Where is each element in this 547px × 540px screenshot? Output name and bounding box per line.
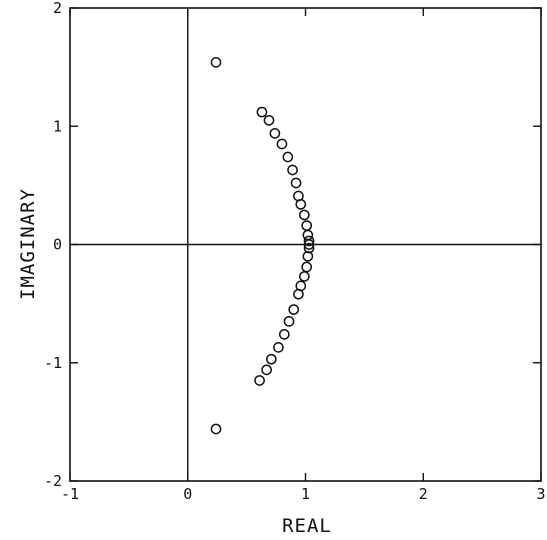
data-point	[303, 239, 315, 250]
y-axis-title: IMAGINARY	[17, 188, 39, 300]
data-point	[210, 423, 222, 435]
x-axis-title: REAL	[282, 515, 332, 537]
data-point	[302, 250, 314, 262]
data-point	[266, 353, 277, 365]
data-point	[301, 261, 313, 273]
data-point	[261, 364, 272, 376]
x-tick-label: 3	[536, 485, 545, 503]
data-point	[254, 375, 265, 386]
x-tick-label: 2	[419, 485, 428, 503]
data-point	[290, 177, 302, 189]
data-point	[288, 304, 300, 315]
data-point	[298, 209, 310, 221]
data-point	[269, 127, 281, 139]
data-point	[298, 271, 310, 282]
data-point	[278, 329, 290, 340]
data-point	[282, 151, 294, 163]
data-point	[210, 57, 222, 68]
x-tick-label: 1	[301, 485, 310, 503]
x-tick-label: -1	[61, 485, 79, 503]
data-point	[303, 242, 315, 254]
y-tick-label: -1	[44, 354, 62, 372]
data-point	[276, 138, 288, 150]
data-point	[287, 164, 298, 176]
data-point	[263, 114, 275, 126]
data-point	[303, 235, 315, 247]
y-tick-label: 0	[53, 236, 62, 254]
data-point	[293, 288, 304, 300]
y-tick-label: -2	[44, 472, 62, 490]
data-point	[256, 106, 268, 118]
data-point	[273, 342, 284, 353]
y-tick-label: 2	[53, 0, 62, 17]
x-tick-label: 0	[183, 485, 192, 503]
data-point	[283, 316, 295, 327]
y-tick-label: 1	[53, 117, 62, 135]
data-point	[295, 198, 307, 210]
